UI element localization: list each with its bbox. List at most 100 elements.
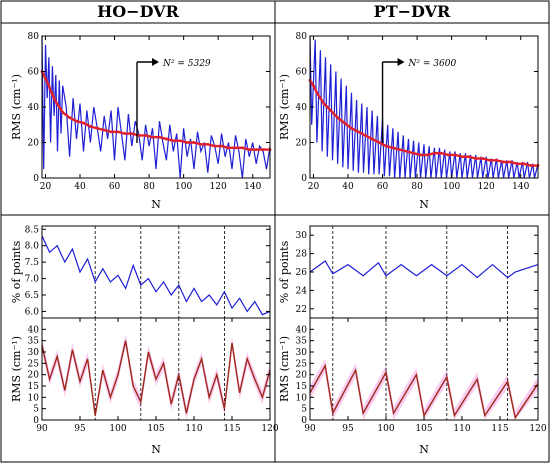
red-series-point [502,160,505,164]
red-series-point [234,146,237,150]
red-series-point [151,135,154,139]
red-series-point [377,141,381,144]
red-series-point [522,162,526,166]
red-series-point [363,134,367,137]
y-tick-label: 80 [28,32,40,42]
x-tick-label: 105 [415,424,432,434]
red-series-point [325,105,329,109]
x-tick-label: 100 [175,182,192,192]
red-series-point [322,102,326,105]
red-series-point [137,134,141,137]
y-tick-label: 10 [296,393,308,403]
red-series-point [44,77,47,80]
y-tick-label: 20 [28,371,40,381]
red-series-point [515,162,519,166]
x-tick-label: 20 [308,182,320,192]
y-axis-label: % of points [278,240,291,303]
y-tick-label: 8.0 [25,242,40,252]
x-tick-label: 60 [109,182,121,192]
x-axis-label: N [419,198,429,211]
y-axis-label: RMS (cm⁻¹) [10,336,23,402]
x-tick-label: 140 [512,182,529,192]
y-tick-label: 15 [296,382,308,392]
red-series-point [227,146,230,150]
y-tick-label: 5 [301,405,307,415]
red-series-point [453,153,457,157]
y-tick-label: 30 [28,348,40,358]
red-series-point [213,144,217,148]
x-tick-label: 115 [491,424,508,434]
y-tick-label: 40 [296,325,308,335]
x-tick-label: 40 [342,182,354,192]
red-series-point [116,130,120,134]
red-series-point [82,121,85,125]
red-series-point [254,148,258,152]
red-series-point [315,91,319,95]
red-series-point [109,130,113,134]
y-tick-label: 40 [28,103,40,113]
y-tick-label: 25 [296,359,308,369]
red-series-point [370,137,374,141]
y-tick-label: 30 [296,348,308,358]
x-tick-label: 40 [74,182,86,192]
y-axis-label: RMS (cm⁻¹) [278,74,291,140]
plot-frame [41,35,271,179]
y-tick-label: 35 [296,337,308,347]
x-tick-label: 80 [411,182,423,192]
red-series-point [336,116,340,120]
chart-panel: 6.0 6.5 7.0 7.5 8.0 8.5% of points [10,225,271,319]
red-series-point [467,155,471,159]
brown-series-line [309,363,539,420]
y-tick-label: 0 [301,416,307,426]
y-tick-label: 60 [296,68,308,78]
red-series-point [247,148,251,152]
red-series-point [164,137,168,141]
red-series-point [102,128,106,132]
annotation-label: N² = 5329 [162,59,211,69]
y-tick-label: 28 [296,250,308,260]
plot-frame [309,225,539,319]
y-tick-label: 24 [296,286,308,296]
chart-panel: 22 24 26 28 30 % of points [278,225,539,319]
x-tick-label: 110 [453,424,470,434]
blue-series-line [309,35,539,179]
plot-frame [309,35,539,179]
red-series-point [474,157,478,160]
red-series-point [329,109,333,112]
red-series-point [95,126,99,130]
y-tick-label: 26 [296,268,308,278]
red-series-point [61,110,65,114]
y-tick-label: 20 [296,139,308,149]
y-tick-label: 6.0 [25,307,40,317]
y-tick-label: 0 [301,174,307,184]
red-series-point [391,146,395,150]
y-tick-label: 7.0 [25,275,40,285]
blue-series-line [41,35,271,179]
y-tick-label: 20 [28,139,40,149]
y-tick-label: 15 [28,382,40,392]
red-series-point [178,139,182,143]
y-tick-label: 0 [33,174,39,184]
red-series-point [192,141,196,144]
red-series-point [318,96,322,100]
red-series-point [130,132,134,136]
red-series-point [488,158,492,162]
red-series-point [206,142,210,146]
red-series-point [495,158,498,162]
x-axis-label: N [151,443,161,456]
red-series-point [171,139,175,143]
red-series-point [343,121,346,125]
red-series-point [432,151,436,155]
red-series-point [240,146,244,150]
x-tick-label: 100 [109,424,126,434]
x-tick-label: 105 [147,424,164,434]
annotation-arrowhead [397,58,405,66]
x-axis-label: N [419,443,429,456]
red-series-point [350,126,353,130]
plot-frame [41,225,271,319]
